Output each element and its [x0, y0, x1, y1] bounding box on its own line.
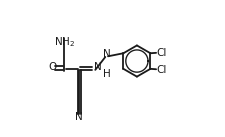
Text: N: N: [94, 62, 101, 72]
Text: H: H: [103, 69, 110, 79]
Text: N: N: [75, 112, 83, 122]
Text: Cl: Cl: [157, 48, 167, 58]
Text: NH$_2$: NH$_2$: [54, 35, 75, 49]
Text: Cl: Cl: [157, 65, 167, 75]
Text: N: N: [103, 49, 110, 59]
Text: O: O: [48, 62, 56, 72]
